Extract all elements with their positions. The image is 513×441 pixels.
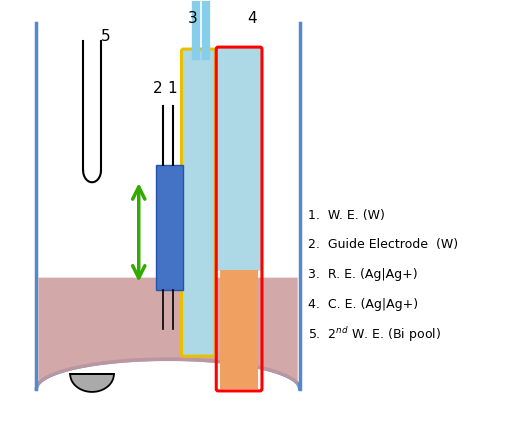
Polygon shape [36,23,300,389]
Bar [155,165,184,290]
Text: 5.  2$^{nd}$ W. E. (Bi pool): 5. 2$^{nd}$ W. E. (Bi pool) [308,325,441,344]
Text: 5: 5 [101,29,111,44]
Text: 4: 4 [247,11,257,26]
Text: 1.  W. E. (W): 1. W. E. (W) [308,209,385,221]
Text: 2.  Guide Electrode  (W): 2. Guide Electrode (W) [308,238,458,251]
Text: 4.  C. E. (Ag|Ag+): 4. C. E. (Ag|Ag+) [308,298,418,311]
Text: 1: 1 [168,81,177,96]
FancyBboxPatch shape [182,49,215,356]
Text: 2: 2 [153,81,163,96]
Text: 3.  R. E. (Ag|Ag+): 3. R. E. (Ag|Ag+) [308,268,417,281]
Bar [220,270,258,389]
Polygon shape [70,374,114,392]
FancyBboxPatch shape [217,48,261,271]
Text: 3: 3 [188,11,198,26]
Polygon shape [38,278,298,389]
